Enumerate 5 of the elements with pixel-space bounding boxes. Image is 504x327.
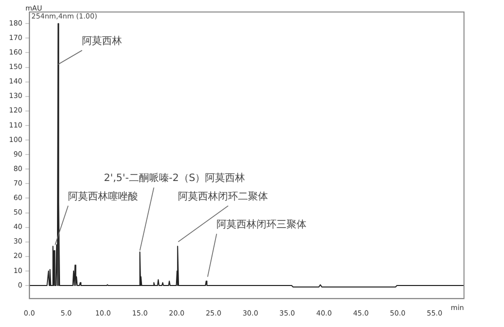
annotation: 2',5'-二酮哌嗪-2（S）阿莫西林 bbox=[104, 172, 246, 184]
annotation: 阿莫西林闭环二聚体 bbox=[178, 190, 268, 202]
annotation: 阿莫西林闭环三聚体 bbox=[216, 218, 307, 230]
annotation: 阿莫西林 bbox=[82, 34, 122, 47]
annotation: 阿莫西林噻唑酸 bbox=[68, 190, 138, 202]
